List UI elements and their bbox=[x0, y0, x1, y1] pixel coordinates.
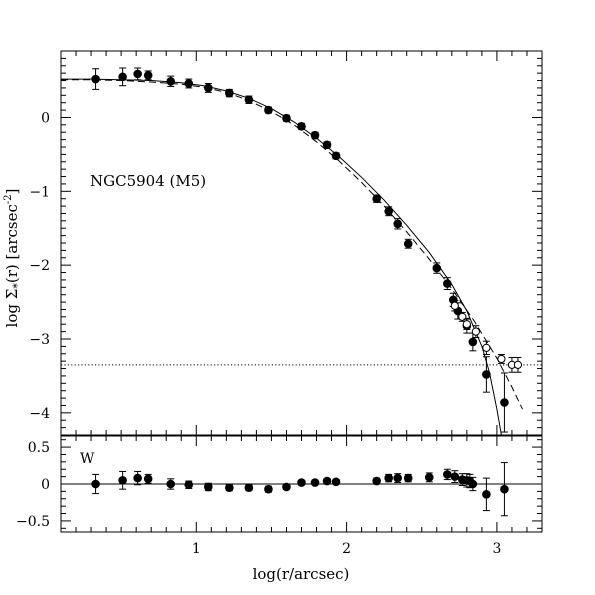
residual-data-point bbox=[282, 482, 291, 492]
profile-data-point bbox=[482, 370, 491, 379]
profile-data-point bbox=[331, 151, 341, 161]
profile-data-point bbox=[384, 206, 393, 216]
y-tick-label: 0 bbox=[41, 477, 50, 493]
residual-data-point bbox=[118, 476, 127, 485]
residual-data-point bbox=[184, 480, 194, 490]
profile-data-point bbox=[166, 76, 176, 86]
residual-data-point bbox=[403, 473, 413, 483]
residual-data-point bbox=[468, 479, 478, 489]
residual-data-point bbox=[393, 473, 403, 483]
residual-data-point bbox=[310, 478, 320, 487]
profile-data-point bbox=[264, 105, 273, 115]
profile-data-point bbox=[225, 88, 234, 98]
profile-data-point bbox=[282, 113, 291, 123]
y-tick-label: −3 bbox=[29, 332, 50, 348]
y-tick-label: −2 bbox=[29, 258, 50, 274]
residual-data-point bbox=[143, 474, 153, 484]
profile-data-point bbox=[322, 140, 332, 150]
profile-data-point bbox=[393, 219, 403, 229]
x-tick-label: 1 bbox=[192, 541, 201, 557]
profile-data-point bbox=[468, 337, 478, 347]
profile-data-point bbox=[297, 122, 306, 131]
profile-data-point bbox=[184, 79, 194, 88]
profile-data-point bbox=[310, 130, 320, 140]
residual-data-point bbox=[500, 484, 509, 494]
lower-plot-area bbox=[61, 462, 542, 517]
residual-data-point bbox=[372, 476, 381, 486]
upper-plot-area bbox=[61, 67, 542, 435]
residual-data-point bbox=[225, 483, 234, 492]
profile-data-point bbox=[204, 83, 213, 93]
profile-data-point bbox=[91, 74, 100, 84]
y-tick-label: −0.5 bbox=[16, 514, 50, 530]
tick-labels: 0 −1 −2 −3 −4 0.5 0 −0.5 1 2 3 bbox=[16, 110, 501, 557]
profile-open-point bbox=[471, 327, 480, 336]
profile-data-point bbox=[403, 239, 413, 249]
residual-data-point bbox=[424, 473, 434, 482]
profile-data-point bbox=[143, 71, 153, 80]
x-tick-label: 2 bbox=[342, 541, 351, 557]
residual-data-point bbox=[297, 478, 306, 487]
residual-data-point bbox=[204, 482, 213, 492]
y-tick-label: 0.5 bbox=[28, 440, 50, 456]
profile-open-point bbox=[462, 320, 471, 329]
object-annotation: NGC5904 (M5) bbox=[90, 172, 206, 190]
upper-panel-frame bbox=[60, 50, 543, 436]
model-curve-dashed bbox=[61, 79, 523, 410]
residual-data-point bbox=[264, 484, 273, 494]
axis-ticks bbox=[61, 50, 543, 532]
residual-data-point bbox=[331, 477, 341, 487]
profile-open-point bbox=[497, 354, 506, 364]
profile-data-point bbox=[500, 398, 509, 407]
profile-open-point bbox=[450, 301, 459, 310]
profile-data-point bbox=[372, 194, 381, 203]
profile-data-point bbox=[118, 72, 127, 82]
profile-data-point bbox=[432, 263, 442, 273]
residual-data-point bbox=[482, 490, 491, 499]
profile-data-point bbox=[244, 95, 254, 105]
y-tick-label: −1 bbox=[29, 184, 50, 200]
residual-data-point bbox=[133, 473, 142, 483]
residual-data-point bbox=[450, 472, 460, 481]
profile-open-point bbox=[482, 343, 491, 352]
profile-data-point bbox=[133, 69, 142, 79]
y-tick-label: −4 bbox=[29, 406, 50, 422]
residual-data-point bbox=[91, 479, 100, 489]
profile-data-point bbox=[443, 279, 452, 288]
y-tick-label: 0 bbox=[41, 110, 50, 126]
residual-data-point bbox=[322, 476, 332, 486]
residual-data-point bbox=[166, 479, 176, 489]
residual-panel-annotation: W bbox=[80, 451, 95, 467]
x-tick-label: 3 bbox=[492, 541, 501, 557]
y-axis-label: log Σ*(r) [arcsec-2] bbox=[3, 189, 24, 328]
residual-data-point bbox=[384, 473, 393, 483]
residual-data-point bbox=[244, 483, 254, 492]
x-axis-label: log(r/arcsec) bbox=[253, 565, 350, 583]
model-curve-solid bbox=[61, 78, 502, 435]
residual-data-point bbox=[443, 470, 452, 479]
profile-open-point bbox=[513, 360, 523, 369]
